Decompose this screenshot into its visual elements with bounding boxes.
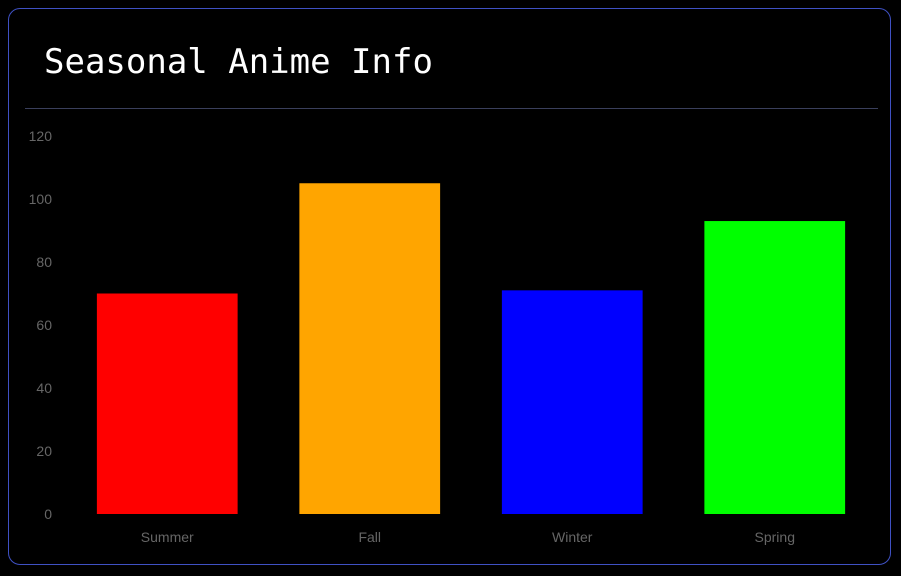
- y-axis-ticks: 0 20 40 60 80 100 120: [29, 128, 53, 522]
- y-tick-label: 80: [36, 254, 52, 270]
- x-tick-label: Fall: [358, 529, 381, 545]
- card-title: Seasonal Anime Info: [44, 42, 433, 82]
- bar-winter[interactable]: [501, 290, 643, 514]
- y-tick-label: 20: [36, 443, 52, 459]
- y-tick-label: 100: [29, 191, 53, 207]
- bar-fall[interactable]: [299, 183, 441, 514]
- title-divider: [25, 108, 878, 109]
- x-tick-label: Spring: [755, 529, 795, 545]
- bars-group: [96, 183, 846, 515]
- y-tick-label: 60: [36, 317, 52, 333]
- bar-spring[interactable]: [704, 221, 846, 515]
- y-tick-label: 40: [36, 380, 52, 396]
- x-tick-label: Winter: [552, 529, 593, 545]
- bar-summer[interactable]: [96, 293, 238, 515]
- x-axis-ticks: Summer Fall Winter Spring: [141, 529, 795, 545]
- x-tick-label: Summer: [141, 529, 194, 545]
- y-tick-label: 120: [29, 128, 53, 144]
- y-tick-label: 0: [44, 506, 52, 522]
